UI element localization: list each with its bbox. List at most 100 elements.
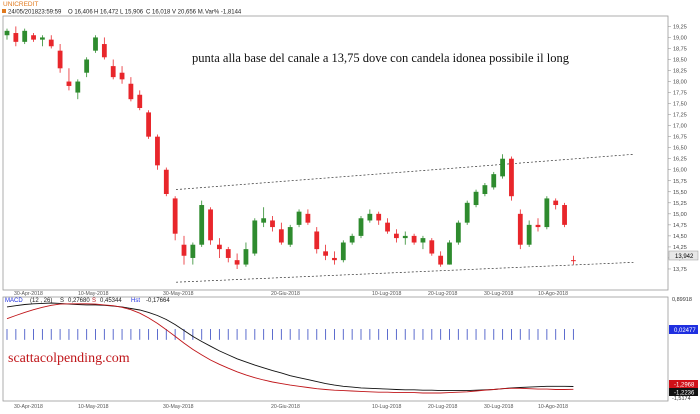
price-tick-label: 13,75 — [673, 267, 687, 273]
candle-body — [305, 213, 311, 223]
candle-body — [13, 33, 19, 42]
info-var: Var% -1,8144 — [205, 10, 242, 16]
macd-badge-label: 0,02477 — [674, 328, 696, 334]
info-volume: V 20,656 M. — [172, 10, 205, 16]
candle-body — [349, 235, 355, 243]
price-tick-label: 16,25 — [673, 157, 687, 163]
price-tick-label: 15,25 — [673, 201, 687, 207]
price-tick-label: 14,25 — [673, 245, 687, 251]
candle-body — [48, 39, 54, 47]
candle-body — [181, 244, 187, 256]
candle-body — [429, 240, 435, 254]
price-tick-label: 15,00 — [673, 212, 687, 218]
candle-body — [376, 213, 382, 221]
price-tick-label: 17,75 — [673, 91, 687, 97]
candle-body — [509, 158, 514, 197]
candle-body — [31, 35, 36, 40]
candle-body — [411, 235, 417, 243]
price-tick-label: 19,25 — [673, 24, 687, 30]
candle-body — [172, 198, 178, 234]
symbol-label: UNICREDIT — [3, 1, 38, 8]
candle-body — [93, 37, 98, 51]
candle-body — [243, 249, 249, 265]
candle-body — [66, 81, 72, 86]
macd-histogram — [6, 329, 574, 340]
price-tick-label: 15,75 — [673, 179, 687, 185]
macd-line — [6, 302, 574, 392]
hist-label: Hst — [131, 298, 140, 304]
price-tick-label: 17,50 — [673, 102, 687, 108]
info-low: L 15,906 — [120, 10, 144, 16]
macd-x-tick-label: 30-Lug-2018 — [484, 404, 514, 410]
price-tick-label: 17,25 — [673, 113, 687, 119]
x-tick-label: 30-May-2018 — [163, 291, 194, 297]
x-tick-label: 30-Lug-2018 — [484, 291, 514, 297]
price-tick-label: 14,75 — [673, 223, 687, 229]
signal-value: 0,45344 — [100, 298, 122, 304]
macd-neg-label-1: -1,2968 — [674, 383, 695, 389]
info-time: 23:59:59 — [38, 10, 62, 16]
candle-body — [402, 235, 408, 239]
candle-body — [234, 260, 240, 265]
x-tick-label: 10-May-2018 — [78, 291, 109, 297]
candle-body — [163, 169, 169, 194]
candle-body — [535, 224, 541, 228]
macd-neg-badge-2: -1,2236 — [669, 388, 698, 397]
candle-body — [287, 227, 293, 245]
macd-x-tick-label: 10-Ago-2018 — [538, 404, 568, 410]
candle-body — [84, 59, 90, 73]
price-panel — [2, 15, 669, 291]
price-tick-label: 16,00 — [673, 168, 687, 174]
candle-body — [278, 229, 284, 243]
candle-body — [261, 218, 267, 223]
x-tick-label: 20-Lug-2018 — [428, 291, 458, 297]
hist-value: -0,17664 — [146, 298, 170, 304]
candle-body — [110, 66, 116, 78]
candle-body — [526, 224, 532, 245]
candle-body — [119, 72, 125, 80]
macd-name: MACD — [5, 298, 23, 304]
candle-body — [208, 209, 213, 241]
candles — [4, 26, 576, 269]
candle-body — [75, 81, 81, 93]
candle-body — [225, 249, 231, 258]
last-price-label: 13,942 — [675, 254, 694, 260]
candle-body — [491, 174, 497, 188]
price-tick-label: 14,50 — [673, 234, 687, 240]
price-tick-label: 19,00 — [673, 35, 687, 41]
macd-x-tick-label: 20-Lug-2018 — [428, 404, 458, 410]
price-tick-label: 18,00 — [673, 80, 687, 86]
candle-body — [332, 257, 337, 261]
candle-body — [22, 30, 28, 42]
channel-lower-line — [175, 262, 634, 283]
macd-x-axis: 30-Apr-2018 10-May-2018 30-May-2018 20-Giu-… — [14, 404, 568, 410]
candle-body — [128, 83, 134, 100]
candle-body — [438, 255, 444, 265]
x-tick-label: 10-Lug-2018 — [372, 291, 402, 297]
last-price-badge: 13,942 — [668, 250, 699, 261]
macd-x-tick-label: 30-Apr-2018 — [14, 404, 43, 410]
info-open: O 16,406 — [68, 10, 93, 16]
candle-body — [270, 220, 275, 228]
x-tick-label: 10-Ago-2018 — [538, 291, 568, 297]
price-axis: 19,25 19,00 18,75 18,50 18,25 18,00 17,75 17,50… — [668, 24, 687, 273]
macd-panel — [2, 296, 669, 402]
macd-value: 0,27680 — [68, 298, 90, 304]
info-high: H 16,472 — [94, 10, 119, 16]
candle-body — [252, 220, 258, 254]
candle-body — [146, 112, 151, 137]
macd-x-tick-label: 30-May-2018 — [163, 404, 194, 410]
candle-body — [358, 218, 364, 236]
info-date: 24/05/2018 — [8, 10, 39, 16]
macd-badge: 0,02477 — [669, 325, 698, 334]
candle-body — [314, 231, 320, 250]
info-bar: 24/05/2018 23:59:59 O 16,406 H 16,472 L … — [2, 9, 242, 16]
price-x-axis: 30-Apr-2018 10-May-2018 30-May-2018 20-Giu-… — [14, 291, 568, 297]
candle-body — [367, 213, 373, 221]
macd-x-tick-label: 10-May-2018 — [78, 404, 109, 410]
candle-body — [517, 213, 523, 245]
candle-body — [562, 205, 567, 225]
candle-body — [553, 200, 559, 206]
candle-body — [101, 44, 107, 58]
